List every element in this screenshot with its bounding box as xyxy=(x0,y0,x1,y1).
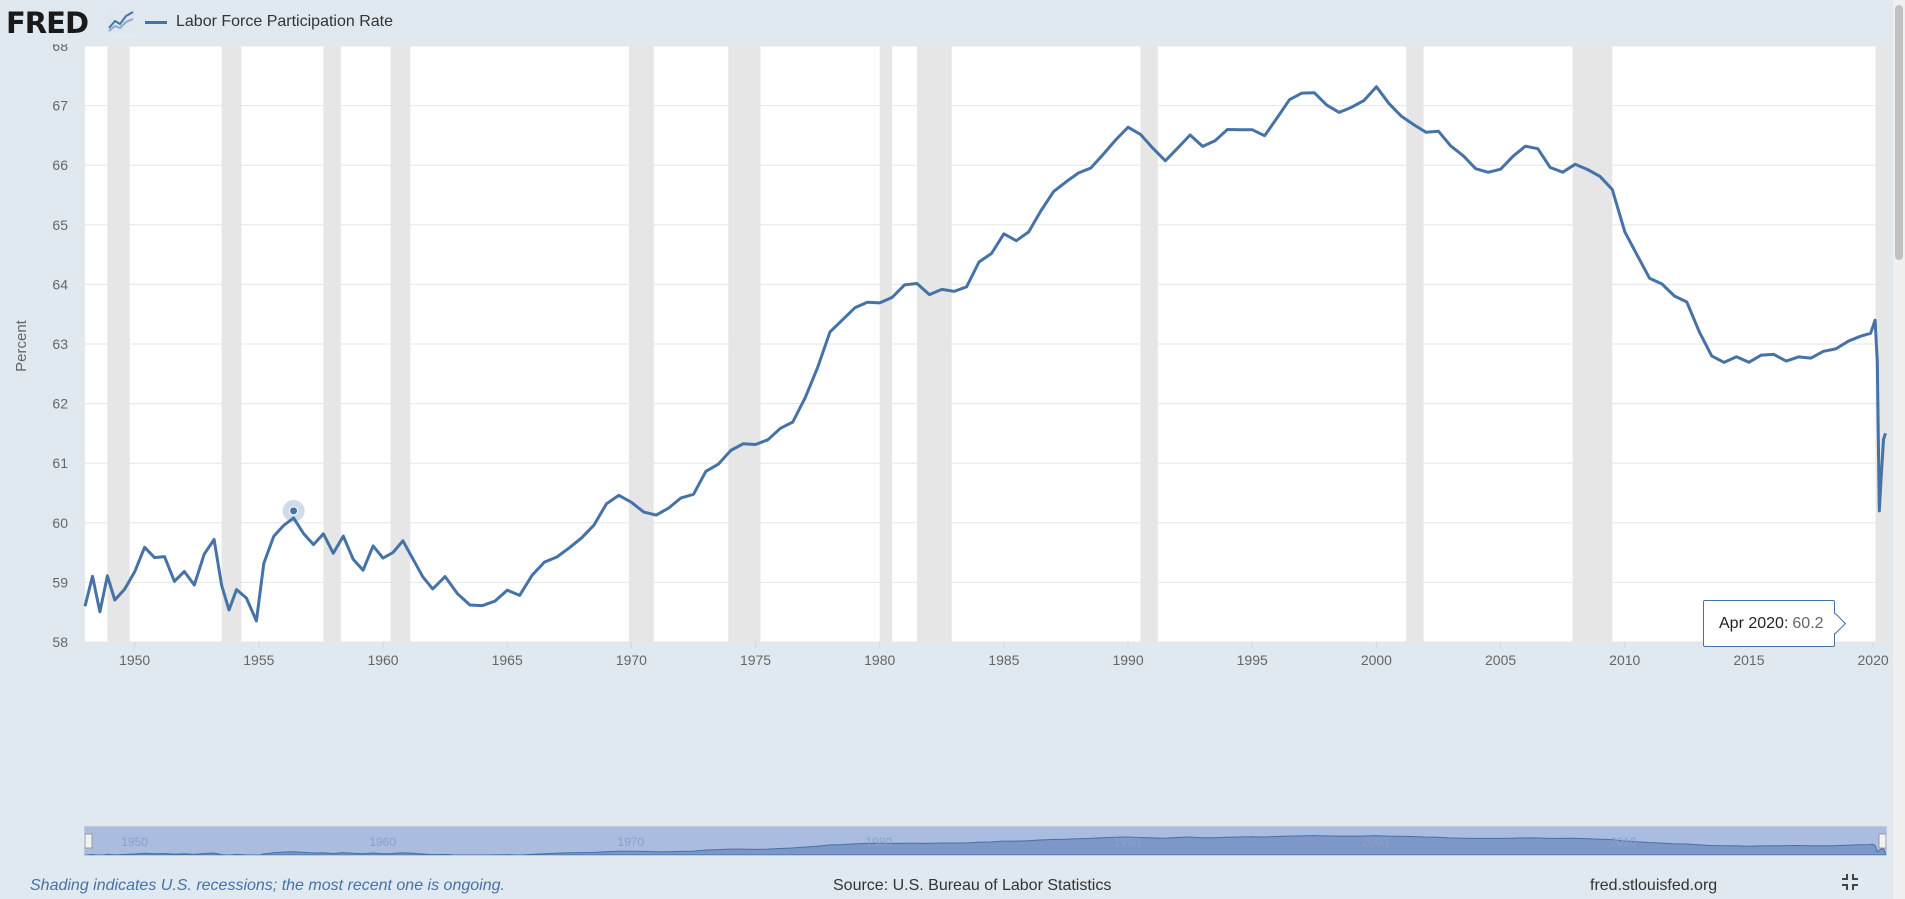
x-tick-label: 1960 xyxy=(367,652,398,668)
y-axis-label: Percent xyxy=(13,319,30,372)
y-tick-label: 67 xyxy=(52,98,68,114)
navigator-label: 2010 xyxy=(1610,835,1637,849)
y-tick-label: 60 xyxy=(52,515,68,531)
fullscreen-exit-icon[interactable] xyxy=(1840,872,1860,892)
series-line-labor-force-participation[interactable] xyxy=(83,85,1887,623)
x-tick-label: 1950 xyxy=(119,652,150,668)
legend-series-swatch xyxy=(145,20,167,24)
fred-chart-icon[interactable] xyxy=(107,9,135,33)
navigator-label: 2000 xyxy=(1362,835,1389,849)
y-tick-label: 59 xyxy=(52,574,68,590)
y-tick-label: 61 xyxy=(52,455,68,471)
hover-point[interactable] xyxy=(289,506,299,516)
x-tick-label: 2000 xyxy=(1361,652,1392,668)
x-tick-label: 1990 xyxy=(1112,652,1143,668)
navigator-svg: 1950 1960 1970 1980 1990 2000 2010 xyxy=(84,833,1887,857)
x-tick-label: 2010 xyxy=(1609,652,1640,668)
x-tick-label: 1965 xyxy=(492,652,523,668)
range-navigator[interactable]: 1950 1960 1970 1980 1990 2000 2010 xyxy=(84,826,1887,857)
scrollbar-thumb[interactable] xyxy=(1895,5,1903,260)
x-tick-label: 1985 xyxy=(988,652,1019,668)
y-tick-label: 58 xyxy=(52,634,68,650)
navigator-area xyxy=(84,835,1887,857)
navigator-label: 1990 xyxy=(1114,835,1141,849)
navigator-labels: 1950 1960 1970 1980 1990 2000 2010 xyxy=(121,835,1636,849)
legend-series-label: Labor Force Participation Rate xyxy=(176,13,393,30)
x-tick-label: 2020 xyxy=(1858,652,1889,668)
page-scrollbar[interactable] xyxy=(1893,0,1905,899)
y-tick-label: 62 xyxy=(52,396,68,412)
y-axis-ticks: 58 59 60 61 62 63 64 65 66 67 68 xyxy=(52,44,68,650)
y-tick-label: 68 xyxy=(52,44,68,54)
y-tick-label: 64 xyxy=(52,276,68,292)
gridlines xyxy=(85,45,1888,643)
y-tick-label: 65 xyxy=(52,217,68,233)
chart-footer: Shading indicates U.S. recessions; the m… xyxy=(0,872,1905,899)
navigator-label: 1980 xyxy=(865,835,892,849)
recession-note: Shading indicates U.S. recessions; the m… xyxy=(30,877,505,894)
chart-header: FRED Labor Force Participation Rate xyxy=(0,0,1905,44)
tooltip-date: Apr 2020: xyxy=(1719,614,1789,632)
fred-logo[interactable]: FRED xyxy=(6,6,89,40)
tooltip-value: 60.2 xyxy=(1792,614,1824,632)
site-link[interactable]: fred.stlouisfed.org xyxy=(1590,877,1718,894)
x-tick-label: 2005 xyxy=(1485,652,1516,668)
navigator-label: 1960 xyxy=(369,835,396,849)
y-tick-label: 66 xyxy=(52,157,68,173)
x-tick-label: 1955 xyxy=(243,652,274,668)
source-text: Source: U.S. Bureau of Labor Statistics xyxy=(833,877,1112,894)
x-tick-label: 2015 xyxy=(1733,652,1764,668)
x-tick-label: 1970 xyxy=(616,652,647,668)
y-tick-label: 63 xyxy=(52,336,68,352)
navigator-left-handle[interactable] xyxy=(84,833,93,849)
data-tooltip: Apr 2020: 60.2 xyxy=(1703,600,1835,647)
navigator-right-handle[interactable] xyxy=(1878,833,1887,849)
navigator-label: 1950 xyxy=(121,835,148,849)
navigator-label: 1970 xyxy=(617,835,644,849)
x-tick-label: 1980 xyxy=(864,652,895,668)
chart-legend[interactable]: Labor Force Participation Rate xyxy=(145,10,393,34)
x-tick-label: 1995 xyxy=(1237,652,1268,668)
x-axis-ticks: 1950 1955 1960 1965 1970 1975 1980 1985 1990 1995… xyxy=(119,642,1889,668)
x-tick-label: 1975 xyxy=(740,652,771,668)
